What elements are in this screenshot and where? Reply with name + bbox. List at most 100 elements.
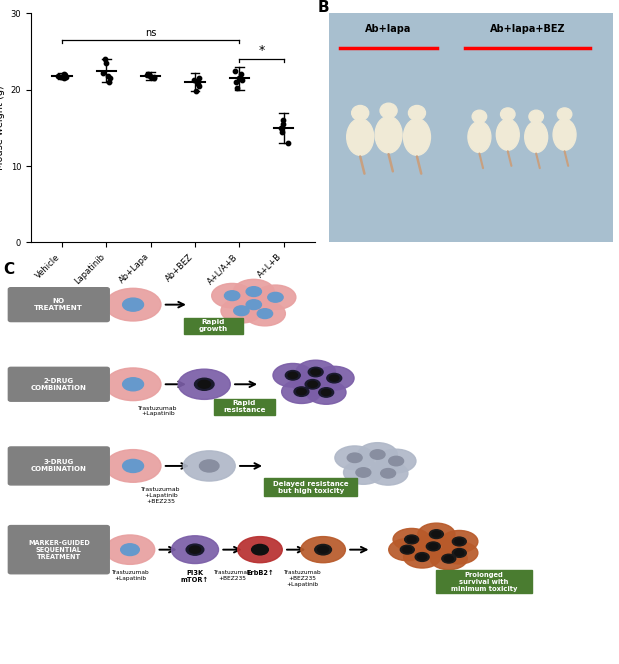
Ellipse shape (442, 554, 456, 563)
Ellipse shape (418, 523, 455, 545)
Ellipse shape (525, 122, 548, 153)
Ellipse shape (311, 369, 321, 375)
Ellipse shape (452, 537, 466, 546)
Ellipse shape (400, 545, 414, 554)
Ellipse shape (105, 368, 161, 400)
Ellipse shape (429, 544, 438, 549)
Ellipse shape (441, 531, 478, 552)
Text: Prolonged
survival with
minimum toxicity: Prolonged survival with minimum toxicity (451, 572, 517, 592)
Ellipse shape (430, 548, 467, 570)
Ellipse shape (557, 108, 572, 121)
Ellipse shape (352, 106, 369, 120)
Point (144, 69, 154, 80)
Point (59, 71, 69, 82)
Ellipse shape (123, 378, 144, 391)
Text: ErbB2↑: ErbB2↑ (246, 570, 274, 576)
Point (191, 86, 201, 96)
Point (236, 69, 246, 80)
Text: C: C (3, 262, 14, 277)
Point (103, 70, 113, 81)
Ellipse shape (358, 443, 397, 466)
Point (194, 80, 204, 91)
Point (189, 74, 199, 85)
Y-axis label: Mouse weight (g): Mouse weight (g) (0, 86, 5, 170)
Ellipse shape (234, 306, 249, 315)
Ellipse shape (415, 535, 452, 557)
Point (149, 73, 158, 84)
Text: Delayed resistance
but high toxicity: Delayed resistance but high toxicity (273, 481, 348, 493)
Ellipse shape (389, 539, 426, 560)
Ellipse shape (245, 301, 285, 326)
Ellipse shape (258, 309, 272, 319)
Ellipse shape (455, 539, 464, 544)
Point (56, 71, 66, 82)
Ellipse shape (189, 546, 201, 553)
Point (104, 76, 114, 87)
Point (234, 73, 244, 84)
Point (59, 73, 69, 84)
Ellipse shape (308, 381, 318, 387)
Ellipse shape (186, 544, 204, 555)
Ellipse shape (344, 461, 383, 484)
FancyBboxPatch shape (8, 288, 110, 321)
Ellipse shape (296, 360, 335, 384)
Ellipse shape (123, 459, 144, 473)
Text: NO
TREATMENT: NO TREATMENT (35, 298, 83, 311)
Ellipse shape (329, 375, 339, 381)
Point (193, 78, 202, 89)
Ellipse shape (293, 373, 332, 396)
Point (232, 76, 241, 87)
Point (236, 74, 246, 85)
Ellipse shape (319, 388, 334, 397)
Ellipse shape (105, 535, 155, 564)
Point (278, 119, 288, 129)
Ellipse shape (308, 367, 323, 376)
Point (232, 83, 241, 94)
Ellipse shape (452, 548, 466, 557)
Point (145, 70, 155, 81)
Ellipse shape (468, 122, 491, 153)
Ellipse shape (404, 119, 430, 155)
Ellipse shape (301, 537, 345, 562)
Ellipse shape (297, 388, 306, 394)
Point (142, 70, 152, 80)
Ellipse shape (314, 367, 354, 390)
Ellipse shape (327, 373, 342, 383)
Ellipse shape (282, 380, 321, 404)
Text: ns: ns (145, 28, 157, 38)
Point (98, 68, 108, 78)
Ellipse shape (529, 110, 543, 123)
Ellipse shape (121, 544, 139, 556)
Ellipse shape (455, 550, 464, 556)
Ellipse shape (403, 546, 412, 552)
Ellipse shape (315, 544, 332, 555)
Ellipse shape (305, 380, 320, 389)
Ellipse shape (268, 292, 283, 302)
Text: Trastuzumab
+BEZ235: Trastuzumab +BEZ235 (214, 570, 251, 581)
Point (149, 72, 158, 83)
Ellipse shape (368, 461, 408, 485)
Ellipse shape (347, 119, 374, 155)
Text: Rapid
growth: Rapid growth (199, 319, 228, 333)
Text: Rapid
resistance: Rapid resistance (223, 400, 266, 413)
Point (105, 73, 115, 84)
Ellipse shape (376, 450, 416, 473)
Text: Trastuzumab
+Lapatinib
+BEZ235: Trastuzumab +Lapatinib +BEZ235 (141, 487, 181, 504)
Ellipse shape (273, 363, 313, 387)
Text: B: B (318, 0, 329, 15)
FancyBboxPatch shape (184, 317, 243, 334)
Ellipse shape (441, 542, 478, 564)
Ellipse shape (233, 292, 274, 317)
Ellipse shape (199, 460, 219, 472)
Ellipse shape (335, 446, 374, 469)
Ellipse shape (393, 529, 430, 550)
Ellipse shape (255, 285, 296, 309)
FancyBboxPatch shape (264, 478, 357, 497)
Point (100, 54, 110, 64)
Ellipse shape (171, 536, 219, 564)
Ellipse shape (246, 299, 261, 309)
FancyBboxPatch shape (8, 526, 110, 574)
Ellipse shape (375, 116, 402, 153)
Ellipse shape (288, 373, 298, 378)
Point (279, 115, 288, 125)
